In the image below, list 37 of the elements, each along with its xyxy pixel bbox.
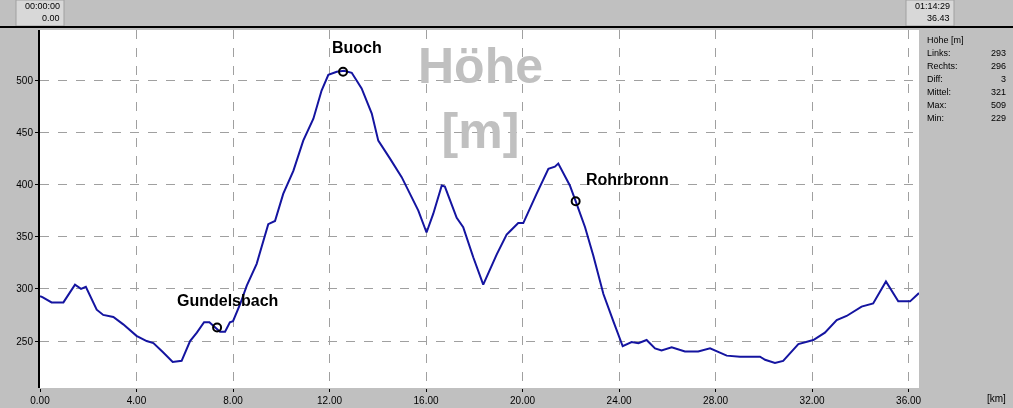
text: Höhe [m]: [927, 35, 964, 45]
text: 3: [1001, 74, 1007, 84]
text: 00:00:00: [25, 1, 61, 11]
text: 0.00: [42, 13, 60, 23]
text: Links:: [927, 48, 951, 58]
text: [km]: [987, 393, 1007, 404]
text: Höhe [m]: [418, 38, 543, 159]
text: Max:: [927, 100, 947, 110]
y-tick-label: 300: [16, 283, 34, 295]
text: Diff:: [927, 74, 943, 84]
x-tick-label: 24.00: [606, 395, 633, 406]
x-tick-label: 12.00: [317, 395, 343, 406]
text: 296: [991, 61, 1007, 71]
text: 321: [991, 87, 1007, 97]
text: 01:14:29: [915, 1, 951, 11]
text: 293: [991, 48, 1007, 58]
y-tick-label: 350: [16, 231, 34, 243]
text: 229: [991, 113, 1007, 123]
annotation: Rohrbronn: [586, 171, 669, 188]
text: Min:: [927, 113, 945, 123]
x-tick-label: 0.00: [30, 395, 51, 406]
y-tick-label: 400: [16, 178, 34, 190]
text: Rechts:: [927, 61, 958, 71]
x-tick-label: 16.00: [413, 395, 440, 406]
x-tick-label: 32.00: [799, 395, 826, 406]
x-tick-label: 36.00: [896, 395, 922, 406]
text: 509: [991, 100, 1007, 110]
x-tick-label: 28.00: [703, 395, 729, 406]
x-tick-label: 20.00: [510, 395, 536, 406]
x-tick-label: 4.00: [126, 395, 147, 406]
x-tick-label: 8.00: [223, 395, 244, 406]
text: Mittel:: [927, 87, 952, 97]
y-tick-label: 450: [16, 126, 34, 138]
y-tick-label: 250: [16, 335, 34, 347]
annotation: Buoch: [332, 39, 382, 56]
y-tick-label: 500: [16, 74, 34, 86]
text: 36.43: [927, 13, 950, 23]
